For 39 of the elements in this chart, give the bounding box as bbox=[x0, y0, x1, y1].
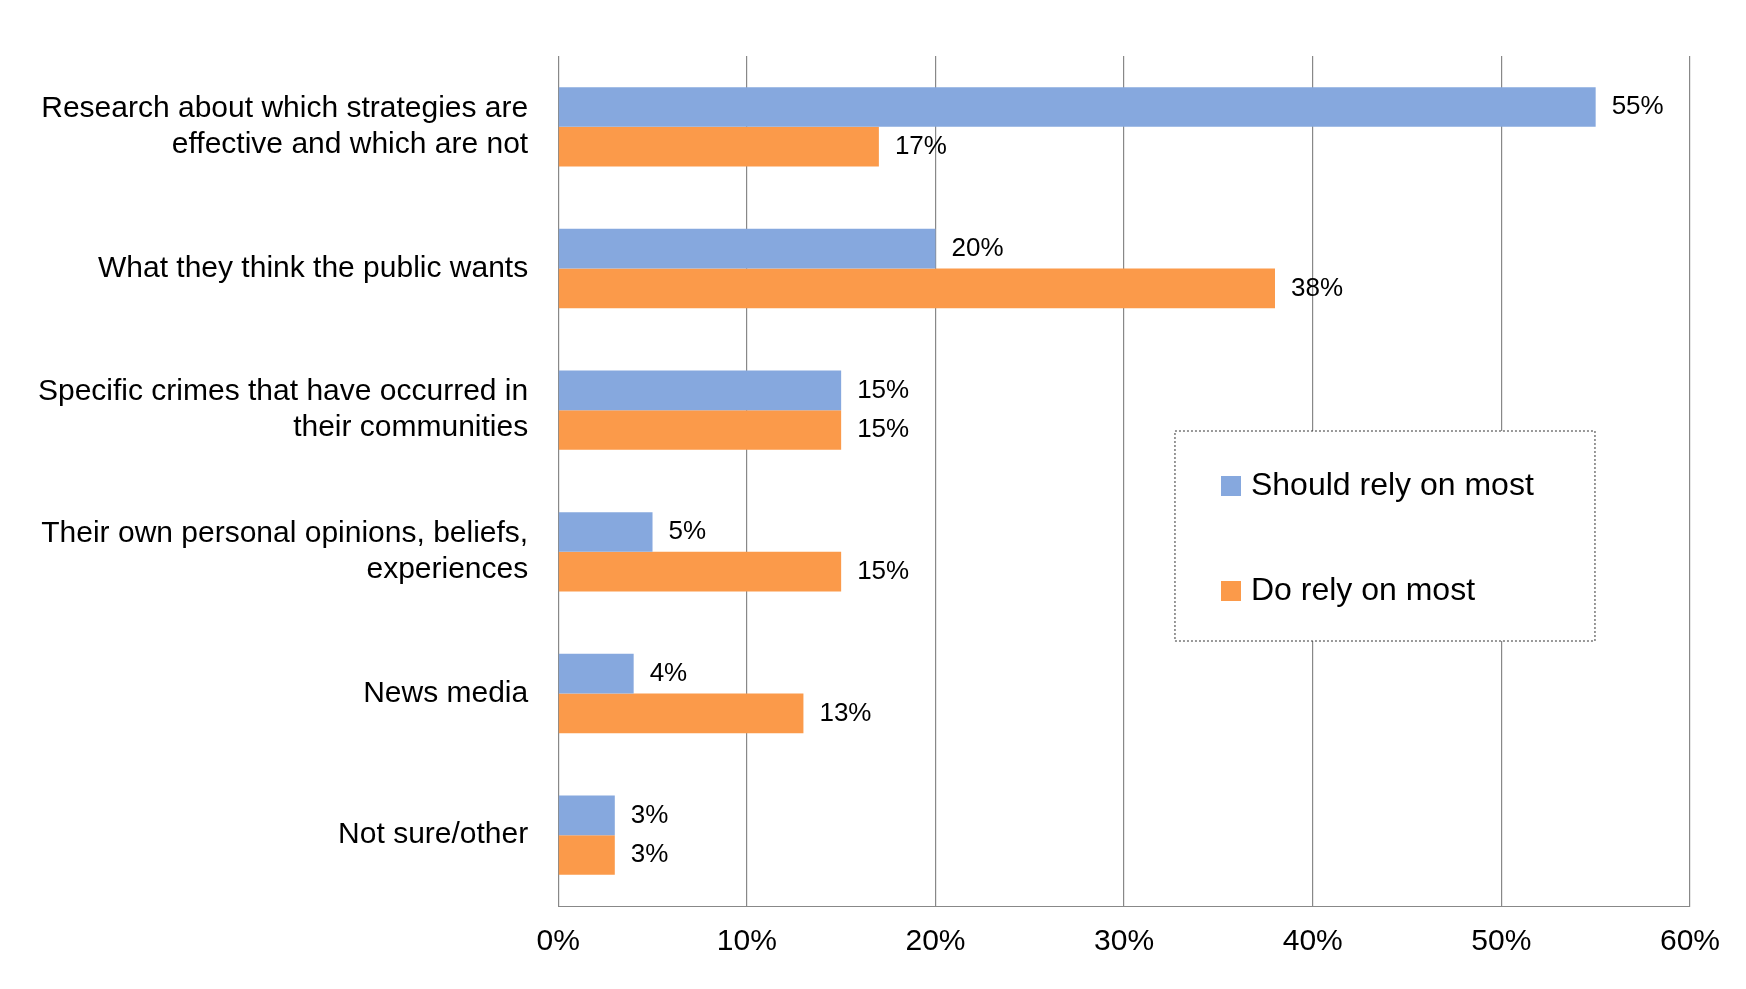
y-tick-label: Their own personal opinions, beliefs, experiences bbox=[41, 515, 529, 585]
data-label: 17% bbox=[894, 129, 947, 160]
y-tick-label: Specific crimes that have occurred in their communities bbox=[37, 373, 529, 443]
data-label: 13% bbox=[819, 696, 872, 727]
data-label: 5% bbox=[668, 515, 707, 546]
x-tick-label: 50% bbox=[1471, 923, 1532, 957]
bar bbox=[558, 835, 615, 875]
legend-label: Should rely on most bbox=[1250, 465, 1534, 502]
y-tick-label: What they think the public wants bbox=[97, 249, 529, 283]
bar bbox=[558, 268, 1275, 309]
data-label: 38% bbox=[1291, 271, 1344, 302]
bar bbox=[558, 87, 1596, 127]
data-label: 15% bbox=[857, 373, 910, 404]
x-tick-label: 10% bbox=[716, 923, 777, 957]
data-label: 3% bbox=[630, 798, 669, 829]
bar bbox=[558, 370, 842, 411]
x-tick-label: 60% bbox=[1659, 923, 1720, 957]
legend-label: Do rely on most bbox=[1250, 570, 1476, 607]
y-tick-label: Not sure/other bbox=[338, 816, 529, 850]
bar bbox=[558, 410, 842, 450]
bar bbox=[558, 795, 615, 836]
bar bbox=[558, 693, 804, 734]
x-tick-label: 0% bbox=[536, 923, 580, 957]
x-tick-label: 20% bbox=[905, 923, 966, 957]
data-label: 15% bbox=[857, 554, 910, 585]
y-tick-label: News media bbox=[363, 674, 529, 708]
data-label: 15% bbox=[857, 413, 910, 444]
data-label: 55% bbox=[1611, 90, 1664, 121]
x-tick-label: 30% bbox=[1094, 923, 1155, 957]
data-label: 20% bbox=[951, 231, 1004, 262]
bar bbox=[558, 512, 653, 552]
bar bbox=[558, 551, 842, 592]
bar bbox=[558, 653, 634, 694]
y-tick-label: Research about which strategies are effective and which are not bbox=[41, 90, 529, 160]
bar bbox=[558, 126, 879, 167]
data-label: 4% bbox=[649, 656, 688, 687]
x-tick-label: 40% bbox=[1282, 923, 1343, 957]
bar bbox=[558, 228, 936, 269]
data-label: 3% bbox=[630, 838, 669, 869]
